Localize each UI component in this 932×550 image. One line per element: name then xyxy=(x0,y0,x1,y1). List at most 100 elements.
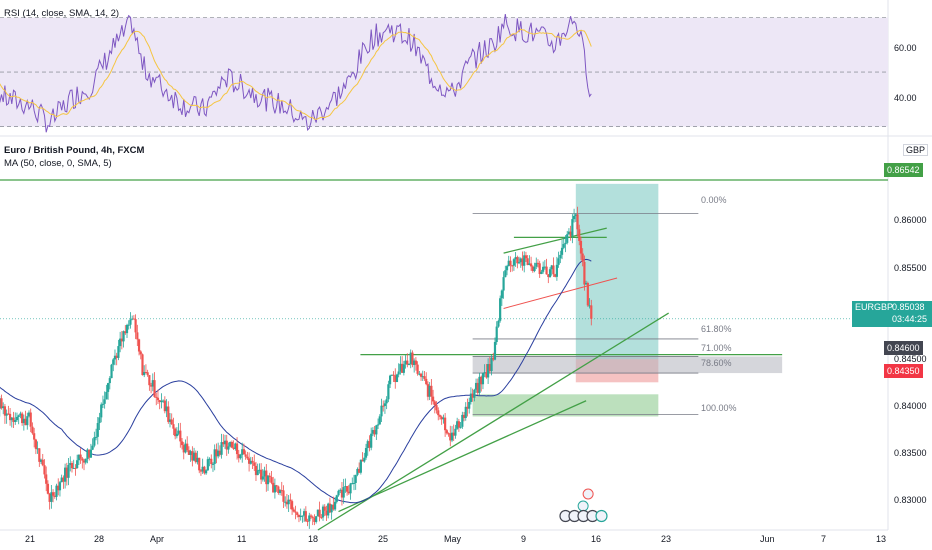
candle-body xyxy=(119,338,122,347)
candle-body xyxy=(373,430,376,435)
candle-body xyxy=(81,458,84,461)
candle-body xyxy=(414,360,417,365)
candle-body xyxy=(321,506,325,518)
candle-body xyxy=(125,324,129,334)
candle-body xyxy=(26,416,29,426)
candle-body xyxy=(39,459,43,462)
candle-body xyxy=(354,474,357,483)
candle-body xyxy=(51,492,55,496)
candle-body xyxy=(413,360,416,366)
price-tick: 0.84000 xyxy=(894,401,927,411)
main-title: Euro / British Pound, 4h, FXCM xyxy=(4,145,145,156)
candle-body xyxy=(139,351,142,355)
candle-body xyxy=(581,253,584,262)
candle-body xyxy=(550,265,553,270)
candle-body xyxy=(134,319,137,333)
candle-body xyxy=(502,277,505,291)
candle-body xyxy=(191,451,194,461)
candle-body xyxy=(29,412,32,427)
candle-body xyxy=(347,491,350,494)
candle-body xyxy=(172,424,175,429)
candle-body xyxy=(234,443,237,449)
bar-countdown: 03:44:25 xyxy=(892,314,928,324)
x-axis-label: Jun xyxy=(760,534,775,544)
candle-body xyxy=(399,363,402,372)
candle-body xyxy=(485,372,488,378)
candle-body xyxy=(86,449,89,459)
candle-body xyxy=(187,450,191,455)
candle-body xyxy=(340,489,344,498)
candle-body xyxy=(303,511,306,516)
candle-body xyxy=(335,495,338,502)
candle-body xyxy=(325,510,328,516)
candle-body xyxy=(235,443,239,455)
x-axis-label: 9 xyxy=(521,534,527,544)
candle-body xyxy=(578,229,581,241)
candle-body xyxy=(380,405,383,417)
candle-body xyxy=(213,449,216,464)
candle-body xyxy=(588,305,591,307)
candle-body xyxy=(500,290,503,299)
candle-body xyxy=(359,459,362,473)
candle-body xyxy=(201,466,204,472)
candle-body xyxy=(14,420,17,422)
candle-body xyxy=(435,405,438,411)
candle-body xyxy=(368,441,371,448)
candle-body xyxy=(65,467,68,478)
candle-body xyxy=(318,509,321,518)
candle-body xyxy=(461,414,464,427)
candle-body xyxy=(251,460,254,463)
candle-body xyxy=(514,257,517,260)
candle-body xyxy=(153,380,156,397)
price-tick: 0.83500 xyxy=(894,448,927,458)
demand-zone xyxy=(472,394,659,417)
candle-body xyxy=(287,499,290,505)
candle-body xyxy=(136,332,139,340)
channel-lower-line xyxy=(503,277,618,309)
candle-body xyxy=(55,485,58,497)
price-tick: 0.83000 xyxy=(894,495,927,505)
candle-body xyxy=(244,454,247,457)
candle-body xyxy=(239,454,242,459)
candle-body xyxy=(411,352,414,366)
candle-body xyxy=(2,406,5,409)
candle-body xyxy=(170,419,173,425)
candle-body xyxy=(311,516,314,518)
candle-body xyxy=(58,482,62,491)
candle-body xyxy=(566,234,569,243)
candle-body xyxy=(155,396,158,398)
last-price-badge: EURGBP 0.85038 03:44:25 xyxy=(852,301,932,327)
candle-body xyxy=(227,446,230,450)
candle-body xyxy=(246,456,249,459)
event-flag-icon xyxy=(582,488,594,500)
moving-average-line xyxy=(0,258,592,504)
candle-body xyxy=(10,417,13,421)
candle-body xyxy=(586,282,589,306)
candle-body xyxy=(383,403,387,406)
candle-body xyxy=(192,452,196,461)
candle-body xyxy=(22,418,25,424)
candle-body xyxy=(481,373,485,385)
candle-body xyxy=(560,247,564,255)
candle-body xyxy=(36,448,39,450)
candle-body xyxy=(376,424,380,426)
candle-body xyxy=(131,318,134,320)
candle-body xyxy=(284,501,287,503)
candle-body xyxy=(196,457,199,463)
candle-body xyxy=(327,503,330,516)
fib-label: 71.00% xyxy=(701,343,732,353)
candle-body xyxy=(442,417,445,420)
candle-body xyxy=(282,490,285,502)
candle-body xyxy=(571,219,574,236)
candle-body xyxy=(12,417,15,422)
candle-body xyxy=(352,482,356,484)
candle-body xyxy=(495,326,498,343)
fib-zone xyxy=(472,356,783,374)
candle-body xyxy=(492,357,495,360)
candle-body xyxy=(559,254,562,259)
candle-body xyxy=(272,482,275,493)
candle-body xyxy=(418,373,421,375)
candle-body xyxy=(296,512,299,515)
level-a-price-badge: 0.84600 xyxy=(884,341,923,355)
candle-body xyxy=(337,490,340,496)
